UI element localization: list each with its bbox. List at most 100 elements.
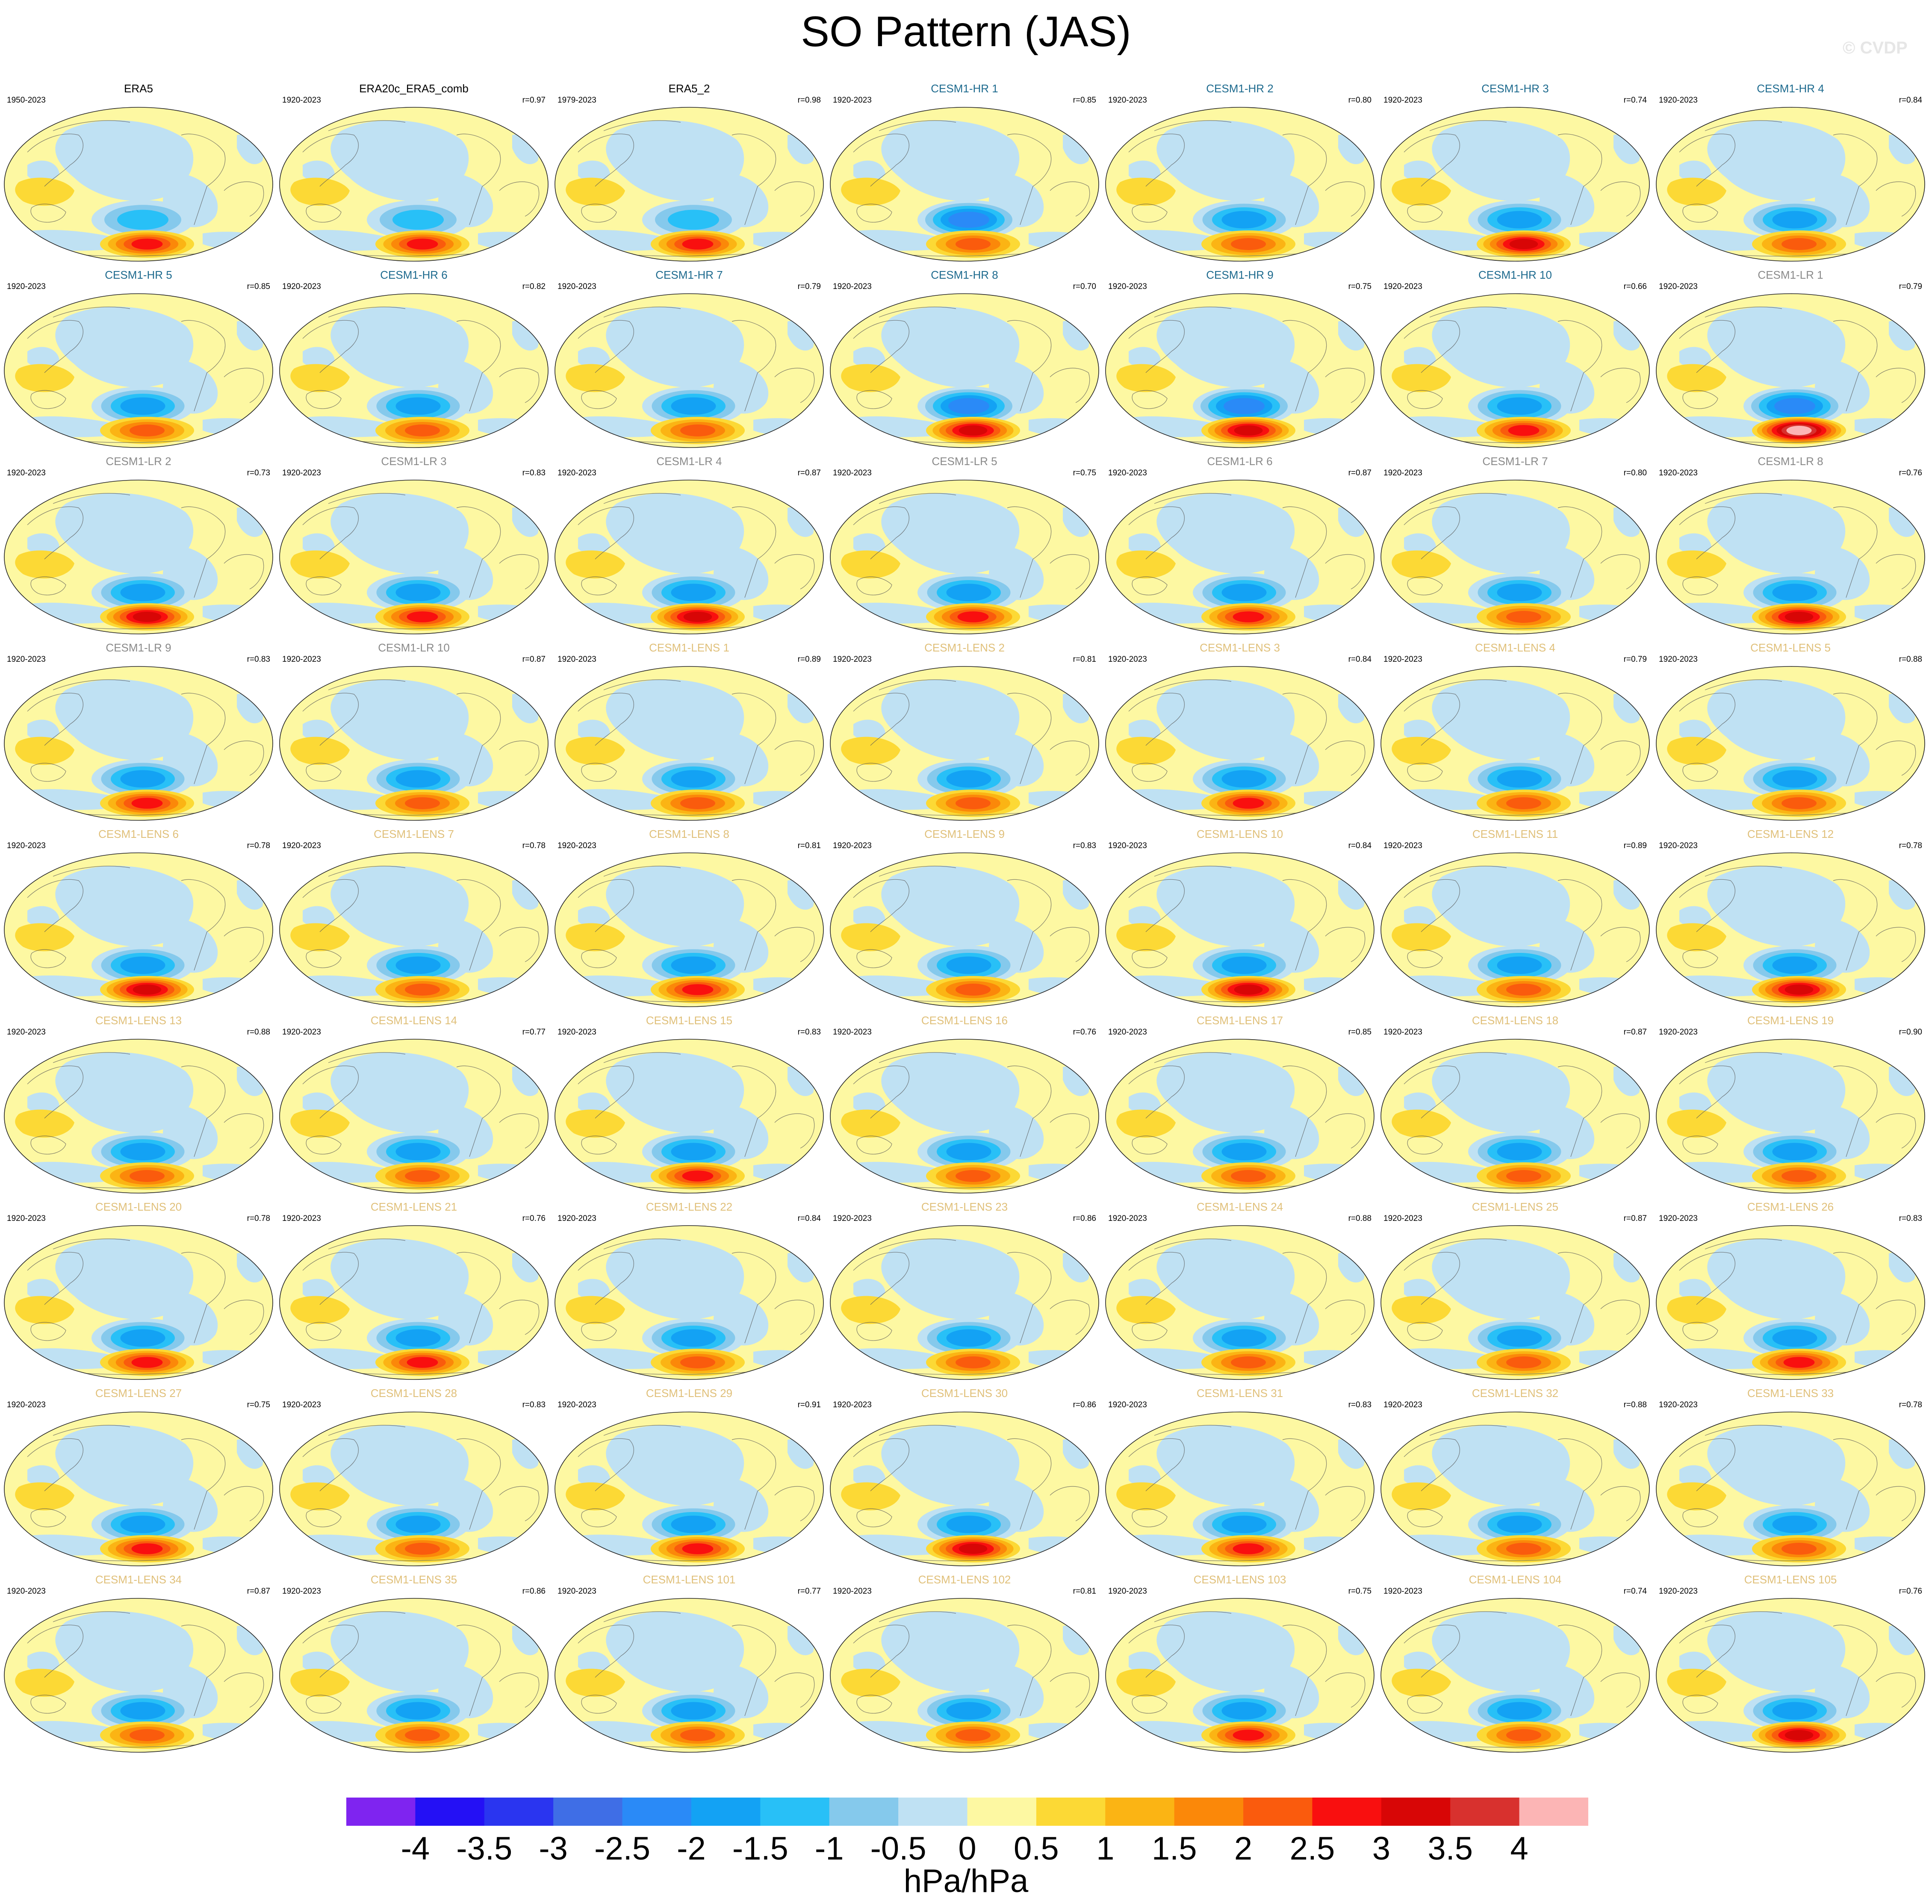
- map-outline: [1105, 666, 1375, 821]
- panel-correlation: r=0.79: [1623, 655, 1647, 664]
- negative-anomaly-region: [578, 1651, 610, 1673]
- panel-correlation: r=0.88: [1899, 655, 1922, 664]
- coastline: [1407, 1322, 1443, 1341]
- coastline: [774, 1300, 815, 1335]
- coastline: [603, 1238, 681, 1250]
- map-panel: CESM1-LR 10 1920-2023 r=0.87: [277, 641, 551, 823]
- positive-anomaly-region: [290, 1109, 350, 1138]
- panel-years: 1920-2023: [557, 469, 596, 477]
- map-panel: CESM1-LENS 101 1920-2023 r=0.77: [552, 1573, 826, 1755]
- coastline: [1679, 1624, 1735, 1678]
- negative-anomaly-region: [1129, 533, 1161, 555]
- cvdp-credit: © CVDP: [1843, 38, 1908, 57]
- coastline: [306, 1322, 342, 1341]
- negative-anomaly-region: [1129, 160, 1161, 182]
- negative-anomaly-region: [1129, 1465, 1161, 1487]
- panel-title: CESM1-LENS 32: [1472, 1387, 1559, 1400]
- negative-anomaly-region: [606, 493, 744, 574]
- coastline: [1154, 1611, 1232, 1622]
- map-outline: [830, 480, 1099, 634]
- negative-anomaly-region: [303, 160, 335, 182]
- coastline: [1429, 1425, 1507, 1436]
- negative-anomaly-region: [578, 533, 610, 555]
- negative-anomaly-region: [606, 1052, 744, 1133]
- coastline: [306, 576, 342, 595]
- positive-anomaly-contour: [405, 424, 440, 436]
- coastline: [603, 679, 681, 690]
- negative-anomaly-region: [1404, 1465, 1436, 1487]
- panel-years: 1920-2023: [282, 282, 321, 291]
- coastline: [456, 320, 501, 412]
- map-outline: [1380, 666, 1650, 821]
- map-outline: [555, 1598, 824, 1753]
- coastline: [732, 1252, 776, 1344]
- panel-years: 1920-2023: [1383, 1587, 1422, 1596]
- panel-correlation: r=0.77: [797, 1587, 821, 1596]
- coastline: [1876, 1300, 1916, 1335]
- panel-title: CESM1-LENS 21: [370, 1200, 457, 1213]
- coastline: [732, 693, 776, 784]
- panel-correlation: r=0.81: [1073, 1587, 1096, 1596]
- map-panel: CESM1-LENS 8 1920-2023 r=0.81: [552, 828, 826, 1009]
- map-panel: CESM1-LENS 28 1920-2023 r=0.83: [277, 1387, 551, 1568]
- panel-title: CESM1-LENS 102: [918, 1573, 1011, 1586]
- panel-correlation: r=0.88: [1623, 1400, 1647, 1409]
- positive-anomaly-region: [1116, 737, 1176, 765]
- map-outline: [830, 852, 1099, 1007]
- negative-anomaly-contour: [946, 1702, 991, 1720]
- coastline: [1282, 879, 1327, 971]
- panel-correlation: r=0.74: [1623, 96, 1647, 105]
- so-pattern-map: [555, 666, 824, 821]
- positive-anomaly-contour: [130, 1170, 165, 1182]
- positive-anomaly-region: [1667, 177, 1726, 206]
- negative-anomaly-region: [1579, 791, 1648, 809]
- negative-anomaly-region: [753, 1723, 822, 1741]
- negative-anomaly-region: [478, 977, 546, 995]
- coastline: [1833, 320, 1878, 412]
- positive-anomaly-region: [1392, 1668, 1451, 1697]
- panel-correlation: r=0.85: [1073, 96, 1096, 105]
- negative-anomaly-contour: [1772, 1329, 1817, 1347]
- negative-anomaly-region: [203, 791, 271, 809]
- panel-correlation: r=0.89: [797, 655, 821, 664]
- panel-title: CESM1-LR 10: [378, 641, 450, 654]
- negative-anomaly-region: [1855, 1723, 1923, 1741]
- panel-years: 1920-2023: [1383, 1214, 1422, 1223]
- negative-anomaly-region: [1304, 1723, 1372, 1741]
- negative-anomaly-region: [1679, 1279, 1711, 1300]
- negative-anomaly-region: [1156, 307, 1295, 388]
- negative-anomaly-contour: [395, 1329, 441, 1347]
- so-pattern-map: [1656, 1225, 1925, 1380]
- coastline: [581, 390, 617, 409]
- panel-years: 1920-2023: [7, 655, 46, 664]
- negative-anomaly-region: [1129, 1651, 1161, 1673]
- positive-anomaly-region: [841, 1109, 900, 1138]
- map-panel: CESM1-LENS 31 1920-2023 r=0.83: [1103, 1387, 1377, 1568]
- coastline: [1128, 1624, 1185, 1678]
- negative-anomaly-region: [1855, 977, 1923, 995]
- negative-anomaly-region: [881, 307, 1020, 388]
- negative-anomaly-region: [1156, 120, 1295, 201]
- negative-anomaly-region: [203, 604, 271, 622]
- coastline: [1282, 1624, 1327, 1716]
- positive-anomaly-region: [290, 1482, 350, 1511]
- panel-correlation: r=0.85: [1348, 1028, 1372, 1037]
- negative-anomaly-region: [478, 1723, 546, 1741]
- coastline: [1325, 1300, 1366, 1335]
- negative-anomaly-contour: [120, 1515, 165, 1533]
- negative-anomaly-region: [1855, 791, 1923, 809]
- panel-correlation: r=0.78: [1899, 1400, 1922, 1409]
- coastline: [879, 679, 956, 690]
- negative-anomaly-contour: [1772, 584, 1817, 601]
- panel-title: CESM1-HR 1: [931, 82, 998, 95]
- coastline: [1128, 879, 1185, 932]
- panel-title: CESM1-LENS 33: [1747, 1387, 1834, 1400]
- negative-anomaly-contour: [1772, 1143, 1817, 1161]
- panel-correlation: r=0.80: [1623, 469, 1647, 477]
- colorbar-swatch: [1450, 1798, 1520, 1826]
- negative-anomaly-region: [1029, 1350, 1097, 1368]
- coastline: [578, 1065, 634, 1119]
- coastline: [1154, 307, 1232, 318]
- negative-anomaly-contour: [120, 956, 165, 974]
- positive-anomaly-contour: [1506, 1543, 1541, 1555]
